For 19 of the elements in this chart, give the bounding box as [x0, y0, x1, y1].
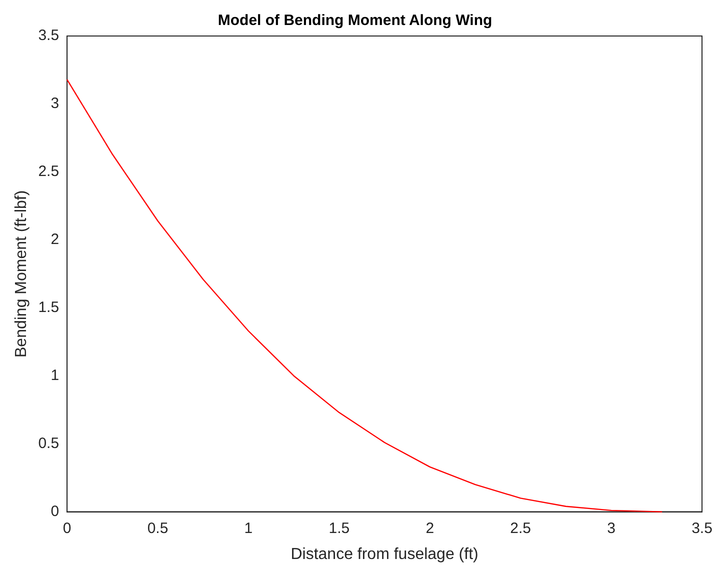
x-tick-label: 0 — [62, 520, 72, 537]
y-tick-label: 3.5 — [38, 27, 60, 44]
y-tick-label: 2.5 — [38, 163, 60, 180]
y-tick-label: 3 — [50, 95, 60, 112]
y-tick-label: 2 — [50, 231, 60, 248]
x-tick-label: 2.5 — [510, 520, 532, 537]
y-tick-label: 1 — [50, 367, 60, 384]
x-tick-label: 1.5 — [328, 520, 350, 537]
x-tick-label: 3.5 — [692, 520, 712, 537]
x-tick-label: 2 — [426, 520, 434, 537]
y-axis-title: Bending Moment (ft-lbf) — [13, 190, 30, 358]
y-tick-label: 0.5 — [38, 434, 60, 452]
x-tick-label: 1 — [244, 520, 253, 537]
x-tick-label: 0.5 — [147, 520, 168, 537]
x-tick-label: 3 — [607, 520, 616, 537]
x-axis-title: Distance from fuselage (ft) — [290, 546, 478, 563]
y-tick-label: 0 — [50, 502, 60, 520]
chart-title: Model of Bending Moment Along Wing — [218, 12, 492, 30]
y-tick-label: 1.5 — [38, 299, 60, 316]
